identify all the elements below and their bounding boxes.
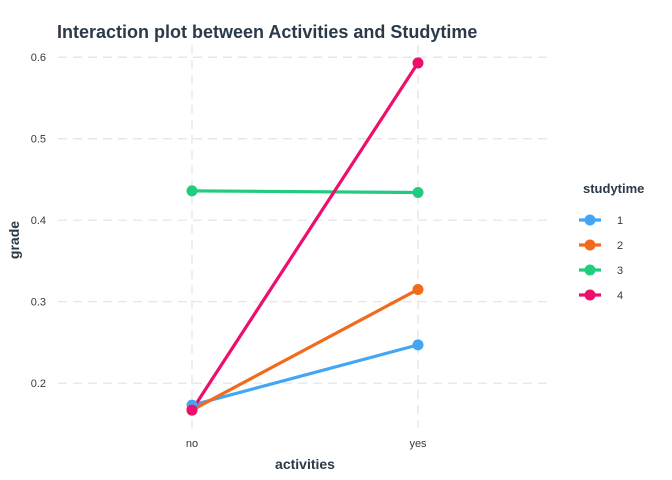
legend-title: studytime — [583, 181, 644, 196]
series-line-2 — [190, 287, 420, 412]
x-tick-label: yes — [409, 438, 427, 450]
legend-label-1: 1 — [617, 215, 623, 227]
legend-label-3: 3 — [617, 265, 623, 277]
data-point-2 — [412, 283, 424, 295]
data-point-4 — [412, 57, 424, 69]
y-tick-label: 0.3 — [31, 297, 46, 309]
y-axis-title: grade — [6, 221, 22, 259]
legend-key-point-2 — [584, 239, 596, 251]
y-tick-label: 0.2 — [31, 378, 46, 390]
legend-key-point-1 — [584, 214, 596, 226]
y-tick-label: 0.4 — [31, 215, 46, 227]
chart-title: Interaction plot between Activities and … — [57, 22, 477, 42]
data-point-3 — [186, 185, 198, 197]
y-tick-label: 0.5 — [31, 134, 46, 146]
series-line-3 — [190, 189, 420, 195]
legend-key-point-3 — [584, 264, 596, 276]
x-tick-label: no — [186, 438, 198, 450]
legend-label-2: 2 — [617, 240, 623, 252]
series-line-4 — [190, 61, 420, 412]
legend-key-point-4 — [584, 289, 596, 301]
y-tick-label: 0.6 — [31, 52, 46, 64]
series-line-1 — [190, 343, 420, 407]
x-axis-title: activities — [275, 456, 335, 472]
data-point-3 — [412, 186, 424, 198]
series-lines — [186, 57, 424, 416]
legend: studytime 1 2 3 4 — [579, 181, 644, 302]
axis-ticks: 0.2 0.3 0.4 0.5 0.6 no yes — [31, 52, 427, 450]
data-point-1 — [412, 339, 424, 351]
grid — [58, 45, 552, 428]
legend-label-4: 4 — [617, 290, 623, 302]
data-point-4 — [186, 404, 198, 416]
